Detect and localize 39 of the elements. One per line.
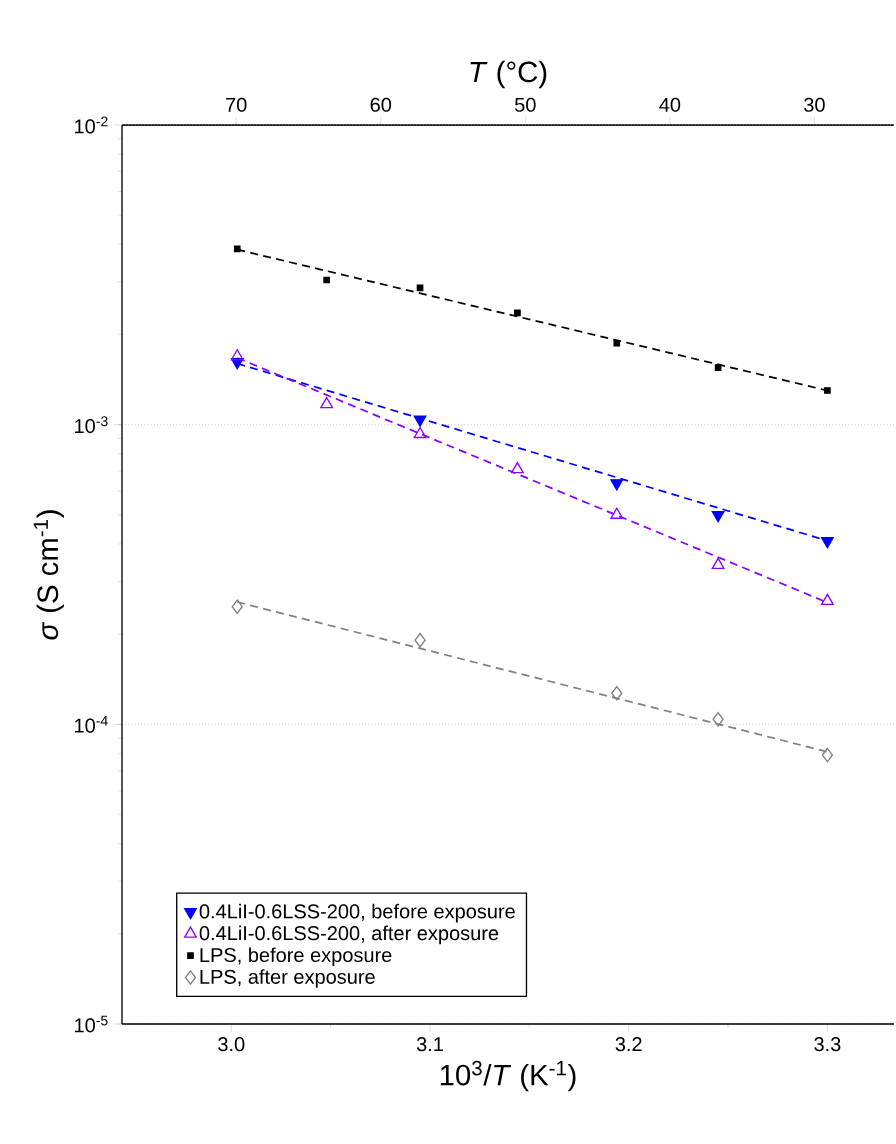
x2-tick-label: 50 xyxy=(514,97,536,112)
y-tick-label: 10$^{-5}$ xyxy=(75,1015,108,1033)
point xyxy=(714,364,722,371)
point xyxy=(821,747,834,763)
legend-label: 0.4LiI-0.6LSS-200, before exposure xyxy=(199,903,515,923)
x-tick-label: 3.0 xyxy=(218,1037,245,1052)
point xyxy=(231,599,243,615)
y-tick-label: 10$^{-2}$ xyxy=(75,116,108,134)
y-tick-label: 10$^{-3}$ xyxy=(75,416,108,434)
point xyxy=(413,415,427,427)
point xyxy=(613,339,621,347)
legend-label: LPS, before exposure xyxy=(200,947,392,967)
x2-tick-label: 60 xyxy=(370,97,392,112)
x2-tick-label: 70 xyxy=(226,97,247,112)
point xyxy=(323,276,330,284)
legend-label: LPS, after exposure xyxy=(200,969,375,988)
point xyxy=(320,396,334,409)
point xyxy=(610,507,624,519)
point xyxy=(712,711,724,727)
point xyxy=(611,685,623,701)
x2-tick-label: 30 xyxy=(804,97,825,112)
point xyxy=(230,349,244,361)
point xyxy=(414,632,426,648)
point xyxy=(711,557,725,570)
point xyxy=(820,593,834,605)
point xyxy=(413,426,427,439)
point xyxy=(824,387,831,394)
point xyxy=(514,309,521,317)
y-axis-title: σ (S cm$^{-1}$) xyxy=(33,510,64,640)
point xyxy=(510,461,524,474)
x-axis-title: 10$^{3}$/T (K$^{-1}$) xyxy=(440,1060,576,1092)
x2-tick-label: 40 xyxy=(659,97,681,112)
x-tick-label: 3.3 xyxy=(814,1037,841,1052)
x2-axis-title: T (°C) xyxy=(470,60,547,89)
y-tick-label: 10$^{-4}$ xyxy=(75,715,108,733)
point xyxy=(233,245,241,253)
legend-label: 0.4LiI-0.6LSS-200, after exposure xyxy=(199,925,499,945)
x-tick-label: 3.1 xyxy=(416,1037,443,1052)
x-tick-label: 3.2 xyxy=(615,1037,642,1052)
